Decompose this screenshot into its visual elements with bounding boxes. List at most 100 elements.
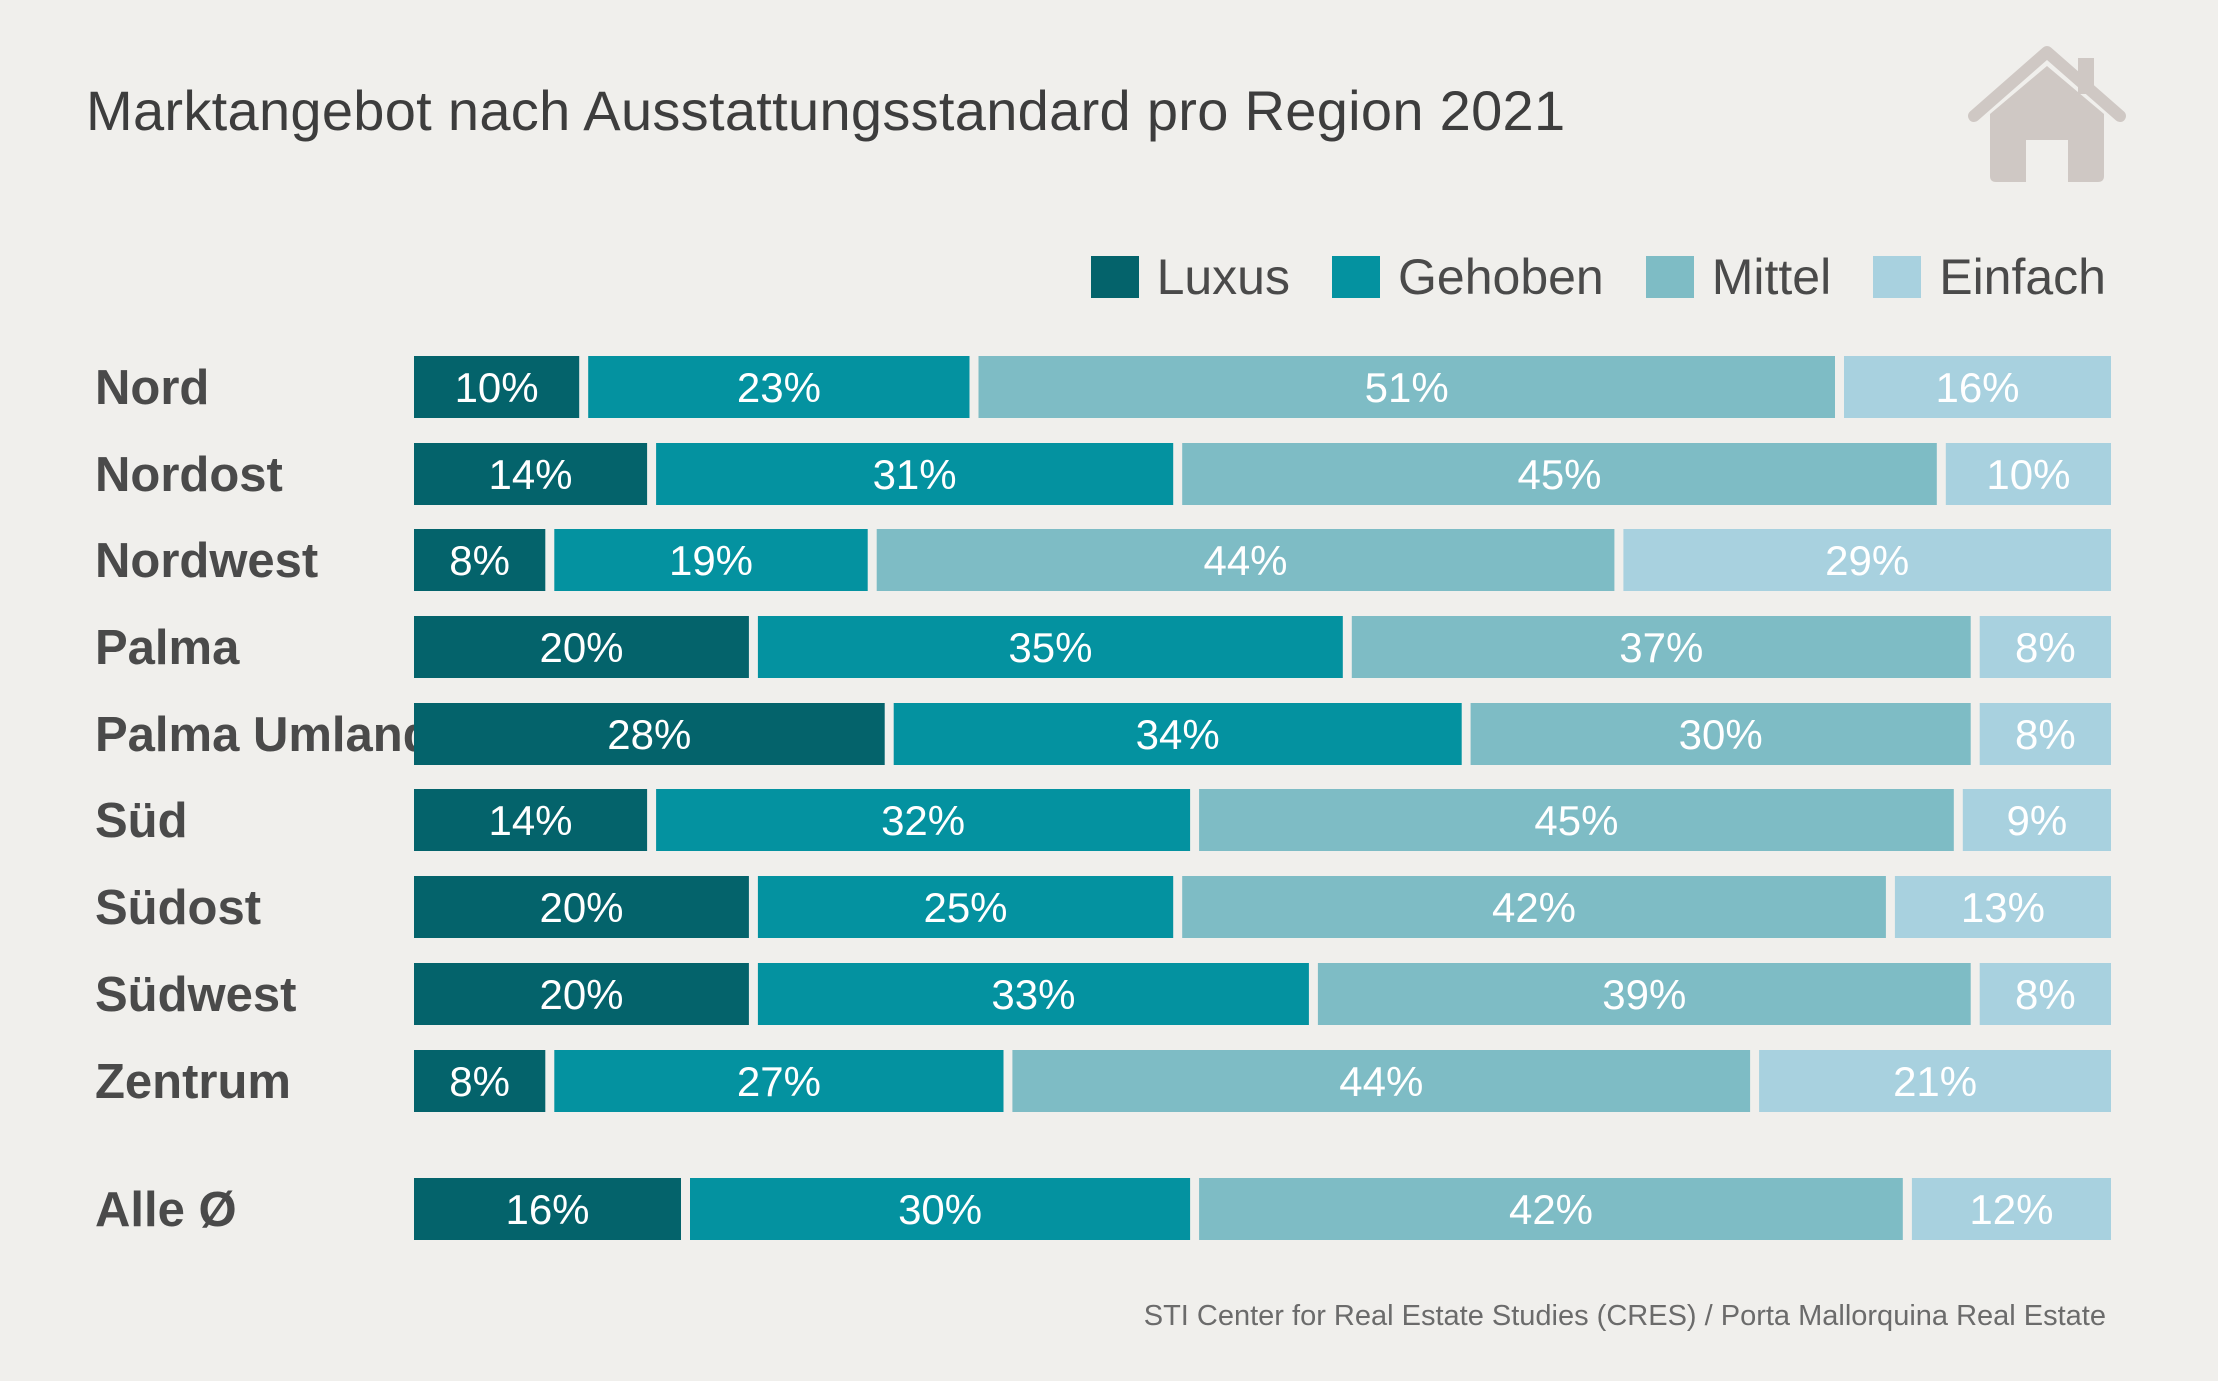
bar-palma-umland-luxus [414,703,885,765]
bar-sued-mittel [1199,789,1954,851]
bar-alle-avg-gehoben [690,1178,1191,1240]
bar-palma-luxus [414,616,749,678]
bar-suedost-einfach [1894,876,2111,938]
source-note: STI Center for Real Estate Studies (CRES… [1143,1300,2106,1332]
value-label-alle-avg-gehoben: 30% [898,1186,982,1233]
bar-suedost-mittel [1182,876,1886,938]
value-label-palma-einfach: 8% [2015,624,2076,671]
value-label-suedwest-einfach: 8% [2015,971,2076,1018]
value-label-palma-umland-luxus: 28% [607,711,691,758]
bar-palma-mittel [1351,616,1971,678]
row-label-alle-avg: Alle Ø [95,1183,237,1237]
row-label-palma: Palma [95,621,240,675]
value-label-suedwest-mittel: 39% [1602,971,1686,1018]
value-label-sued-luxus: 14% [488,797,572,844]
value-label-nordwest-mittel: 44% [1203,537,1287,584]
chart-legend: Luxus Gehoben Mittel Einfach [1049,252,2106,302]
legend-item-gehoben: Gehoben [1332,252,1604,302]
legend-item-mittel: Mittel [1645,249,1832,305]
value-label-nordost-mittel: 45% [1517,451,1601,498]
value-label-nord-luxus: 10% [455,364,539,411]
bar-nordost-mittel [1182,443,1937,505]
value-label-nordwest-einfach: 29% [1825,537,1909,584]
bar-suedwest-luxus [414,963,749,1025]
row-label-nord: Nord [95,361,209,415]
bar-alle-avg-einfach [1911,1178,2111,1240]
bar-alle-avg-mittel [1199,1178,1903,1240]
bar-suedwest-einfach [1979,963,2111,1025]
bar-palma-umland-mittel [1470,703,1971,765]
bar-sued-gehoben [656,789,1191,851]
bar-palma-umland-gehoben [893,703,1462,765]
bar-suedwest-mittel [1317,963,1971,1025]
value-label-suedost-luxus: 20% [539,884,623,931]
value-label-palma-umland-einfach: 8% [2015,711,2076,758]
legend-label-mittel: Mittel [1711,249,1832,305]
legend-label-einfach: Einfach [1939,249,2106,305]
value-label-zentrum-luxus: 8% [449,1058,510,1105]
value-label-alle-avg-einfach: 12% [1969,1186,2053,1233]
value-label-zentrum-einfach: 21% [1893,1058,1977,1105]
legend-swatch-luxus [1090,256,1139,298]
bar-zentrum-einfach [1759,1050,2111,1112]
value-label-sued-einfach: 9% [2007,797,2068,844]
value-label-nordost-einfach: 10% [1986,451,2070,498]
value-label-zentrum-gehoben: 27% [737,1058,821,1105]
row-label-suedwest: Südwest [95,968,296,1022]
bar-suedwest-gehoben [757,963,1309,1025]
value-label-nordost-gehoben: 31% [873,451,957,498]
value-label-sued-mittel: 45% [1534,797,1618,844]
bar-zentrum-mittel [1012,1050,1751,1112]
bar-palma-einfach [1979,616,2111,678]
value-label-nord-mittel: 51% [1365,364,1449,411]
value-label-nordwest-gehoben: 19% [669,537,753,584]
bar-nordost-gehoben [656,443,1174,505]
value-label-suedost-mittel: 42% [1492,884,1576,931]
row-label-suedost: Südost [95,881,261,935]
value-label-palma-gehoben: 35% [1008,624,1092,671]
value-label-suedost-gehoben: 25% [923,884,1007,931]
bar-nordost-luxus [414,443,648,505]
legend-label-luxus: Luxus [1156,249,1290,305]
value-label-nord-einfach: 16% [1935,364,2019,411]
value-label-nordwest-luxus: 8% [449,537,510,584]
value-label-sued-gehoben: 32% [881,797,965,844]
value-label-suedwest-gehoben: 33% [991,971,1075,1018]
bar-sued-luxus [414,789,648,851]
value-label-palma-mittel: 37% [1619,624,1703,671]
value-label-palma-umland-mittel: 30% [1679,711,1763,758]
value-label-nord-gehoben: 23% [737,364,821,411]
bar-nord-gehoben [588,356,970,418]
row-label-nordost: Nordost [95,448,283,502]
value-label-palma-umland-gehoben: 34% [1136,711,1220,758]
bar-nordwest-gehoben [554,529,868,591]
bar-palma-gehoben [757,616,1343,678]
bar-sued-einfach [1962,789,2111,851]
legend-label-gehoben: Gehoben [1398,249,1604,305]
bar-zentrum-luxus [414,1050,546,1112]
row-label-sued: Süd [95,794,188,848]
bar-nordwest-mittel [876,529,1615,591]
row-label-zentrum: Zentrum [95,1055,291,1109]
bar-nord-einfach [1844,356,2111,418]
legend-item-einfach: Einfach [1873,252,2106,302]
chart-title: Marktangebot nach Ausstattungsstandard p… [86,79,1566,142]
bar-nord-luxus [414,356,580,418]
bar-suedost-luxus [414,876,749,938]
bar-palma-umland-einfach [1979,703,2111,765]
value-label-suedost-einfach: 13% [1961,884,2045,931]
legend-swatch-mittel [1645,256,1694,298]
legend-item-luxus: Luxus [1090,249,1290,305]
value-label-palma-luxus: 20% [539,624,623,671]
legend-swatch-einfach [1873,256,1922,298]
value-label-alle-avg-mittel: 42% [1509,1186,1593,1233]
bar-nordwest-einfach [1623,529,2111,591]
row-label-nordwest: Nordwest [95,534,318,588]
value-label-alle-avg-luxus: 16% [505,1186,589,1233]
value-label-suedwest-luxus: 20% [539,971,623,1018]
bar-nord-mittel [978,356,1835,418]
bar-nordwest-luxus [414,529,546,591]
bar-alle-avg-luxus [414,1178,681,1240]
bar-zentrum-gehoben [554,1050,1004,1112]
